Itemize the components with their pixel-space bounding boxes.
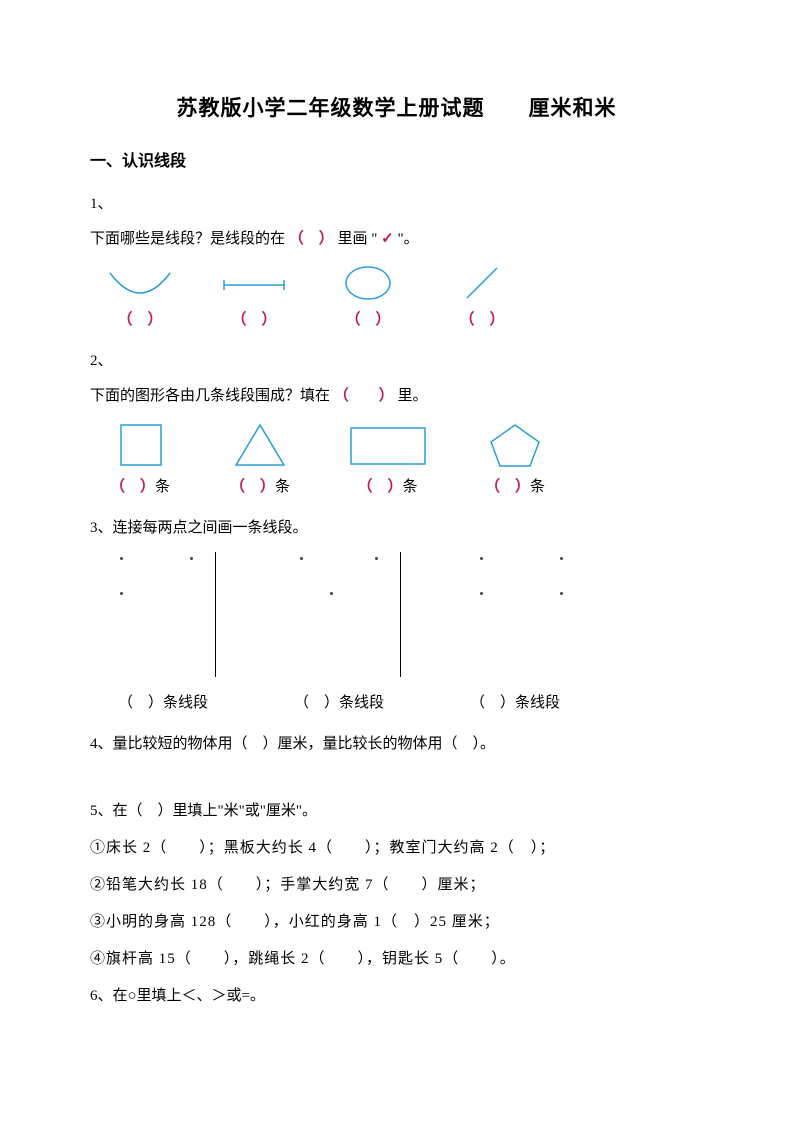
question-5-header: 5、在（ ）里填上"米"或"厘米"。 [90, 798, 703, 825]
q2-shape-square [100, 420, 180, 470]
q5-line-1: ①床长 2（ ）；黑板大约长 4（ ）；教室门大约高 2（ ）； [90, 835, 703, 862]
q2-prompt-pre: 下面的图形各由几条线段围成？填在 [90, 388, 330, 404]
q1-prompt-mid: 里画 " [338, 231, 378, 247]
q2-label-3-suf: 条 [530, 479, 545, 495]
q5-line-4: ④旗杆高 15（ ），跳绳长 2（ ），钥匙长 5（ ）。 [90, 946, 703, 973]
question-1: 1、 下面哪些是线段？是线段的在 （ ） 里画 " ✓ "。 （ ） （ ） [90, 191, 703, 334]
q5-line-3: ③小明的身高 128（ ），小红的身高 1（ ）25 厘米； [90, 909, 703, 936]
q3-label-2: （ ）条线段 [470, 690, 590, 717]
q3-group-0 [110, 552, 230, 682]
q1-label-1: （ ） [231, 312, 276, 328]
question-3: 3、连接每两点之间画一条线段。 （ ）条线段 [90, 515, 703, 717]
q1-shape-diag [442, 263, 522, 303]
q1-label-3: （ ） [459, 312, 504, 328]
q3-label-1: （ ）条线段 [294, 690, 414, 717]
q2-label-0: （ ） [110, 479, 155, 495]
section-header-1: 一、认识线段 [90, 148, 703, 177]
q2-shape-triangle [220, 420, 300, 470]
page-title: 苏教版小学二年级数学上册试题 厘米和米 [90, 90, 703, 128]
q1-prompt-pre: 下面哪些是线段？是线段的在 [90, 231, 285, 247]
q3-group-2 [470, 552, 590, 682]
q5-line-2: ②铅笔大约长 18（ ）；手掌大约宽 7（ ）厘米； [90, 872, 703, 899]
q2-prompt-end: 里。 [398, 388, 428, 404]
q2-num: 2、 [90, 348, 703, 375]
q3-text: 3、连接每两点之间画一条线段。 [90, 515, 703, 542]
q2-label-2: （ ） [357, 479, 402, 495]
q2-label-3: （ ） [485, 479, 530, 495]
q2-label-1: （ ） [230, 479, 275, 495]
q3-group-1 [290, 552, 410, 682]
q1-shape-ellipse [328, 263, 408, 303]
q2-shape-rect [340, 420, 435, 470]
q2-paren: （ ） [334, 388, 394, 404]
q1-shape-arc [100, 268, 180, 303]
q3-label-0: （ ）条线段 [118, 690, 238, 717]
q1-paren: （ ） [289, 231, 334, 247]
q2-label-1-suf: 条 [275, 479, 290, 495]
q2-shape-pentagon [475, 420, 555, 470]
q1-label-2: （ ） [345, 312, 390, 328]
q1-num: 1、 [90, 191, 703, 218]
q2-label-2-suf: 条 [403, 479, 418, 495]
question-2: 2、 下面的图形各由几条线段围成？填在 （ ） 里。 （ ）条 （ ）条 （ ）… [90, 348, 703, 501]
question-4: 4、量比较短的物体用（ ）厘米，量比较长的物体用（ ）。 [90, 731, 703, 758]
q1-label-0: （ ） [117, 312, 162, 328]
question-6: 6、在○里填上＜、＞或=。 [90, 983, 703, 1010]
q2-label-0-suf: 条 [155, 479, 170, 495]
check-icon: ✓ [381, 231, 394, 247]
q1-prompt-end: "。 [397, 231, 418, 247]
q1-shape-segment [214, 268, 294, 303]
